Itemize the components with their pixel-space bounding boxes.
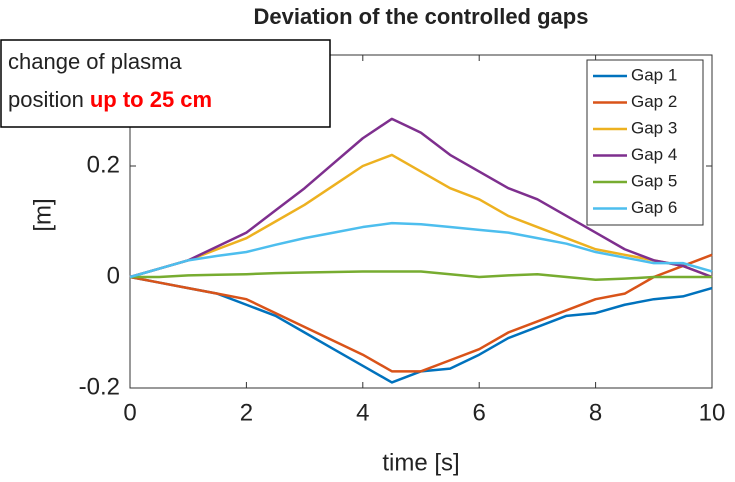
series-line <box>130 270 712 282</box>
y-axis-label: [m] <box>29 198 56 231</box>
annotation-highlight: up to 25 cm <box>90 87 212 112</box>
x-tick-label: 2 <box>240 399 253 426</box>
annotation-text: change of plasma <box>8 49 182 74</box>
x-tick-label: 10 <box>699 399 726 426</box>
chart-title: Deviation of the controlled gaps <box>254 4 589 29</box>
series-line <box>129 253 713 373</box>
legend-label: Gap 4 <box>631 145 677 164</box>
legend-label: Gap 3 <box>631 118 677 137</box>
legend-label: Gap 1 <box>631 65 677 84</box>
y-tick-label: 0.2 <box>87 151 120 178</box>
x-tick-label: 4 <box>356 399 369 426</box>
plot-area <box>129 54 713 389</box>
annotation-text: position up to 25 cm <box>8 87 212 112</box>
series-line <box>129 221 713 279</box>
series-line <box>129 153 713 279</box>
series-line <box>129 117 713 279</box>
x-axis-label: time [s] <box>382 449 459 476</box>
legend-label: Gap 5 <box>631 171 677 190</box>
annotation-box <box>0 39 331 128</box>
annotation-text: position <box>8 87 84 112</box>
legend-label: Gap 6 <box>631 198 677 217</box>
x-tick-label: 0 <box>123 399 136 426</box>
x-tick-label: 6 <box>473 399 486 426</box>
y-tick-label: -0.2 <box>79 373 120 400</box>
legend-label: Gap 2 <box>631 92 677 111</box>
legend-box <box>586 59 704 226</box>
y-tick-label: 0 <box>107 262 120 289</box>
x-tick-label: 8 <box>589 399 602 426</box>
